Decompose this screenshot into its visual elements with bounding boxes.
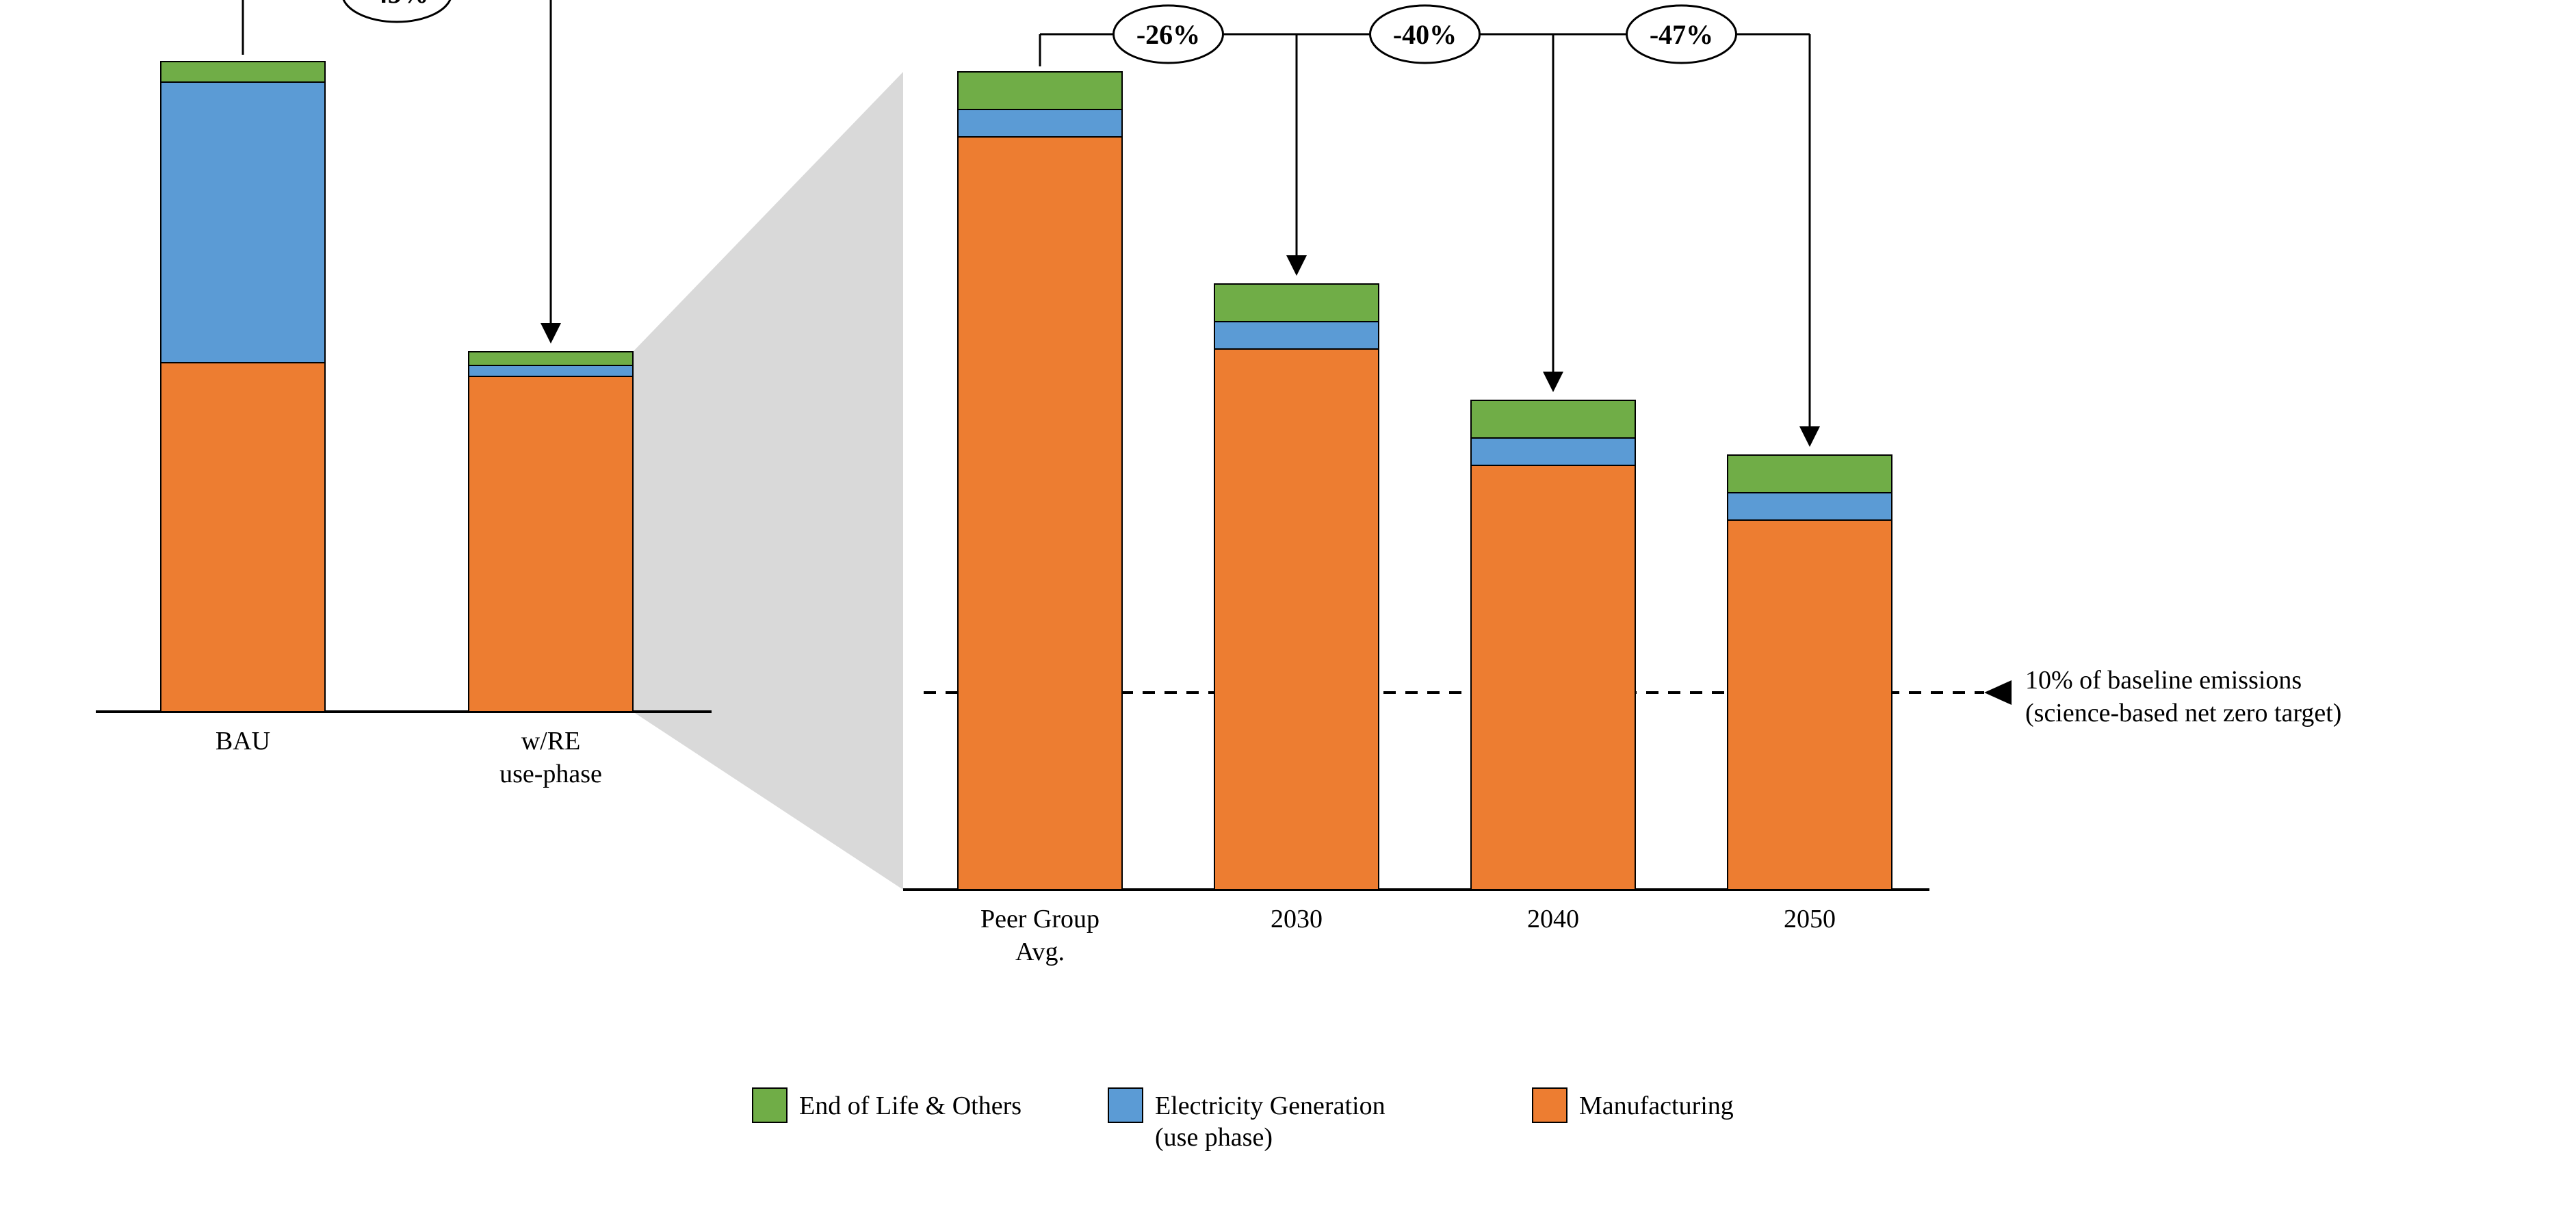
bar-segment-eol <box>958 72 1122 109</box>
legend-swatch-1 <box>1108 1088 1143 1122</box>
bar-segment-eol <box>469 352 633 365</box>
right-bar-label-1: 2030 <box>1271 905 1323 933</box>
legend-label-1-1: (use phase) <box>1155 1123 1273 1152</box>
legend-label-1-0: Electricity Generation <box>1155 1092 1385 1120</box>
bar-segment-manufacturing <box>469 376 633 712</box>
legend: End of Life & Others Electricity Generati… <box>753 1088 1734 1152</box>
threshold-label-0: 10% of baseline emissions <box>2025 666 2302 695</box>
bar-segment-manufacturing <box>1728 520 1892 890</box>
threshold-label-1: (science-based net zero target) <box>2025 699 2341 727</box>
legend-swatch-0 <box>753 1088 787 1122</box>
legend-label-2-0: Manufacturing <box>1579 1092 1734 1120</box>
right-chart: 10% of baseline emissions (science-based … <box>903 5 2341 966</box>
legend-swatch-2 <box>1533 1088 1567 1122</box>
bar-segment-manufacturing <box>1214 349 1379 890</box>
chart-stage: BAUw/REuse-phase-45%renewablecharging10%… <box>0 0 2576 1225</box>
bar-segment-eol <box>1471 400 1635 438</box>
left-bar-label-1-1: use-phase <box>499 760 602 788</box>
left-bar-label-1-0: w/RE <box>521 727 581 756</box>
bar-segment-manufacturing <box>161 363 325 712</box>
right-bubble-text-3: -47% <box>1650 19 1713 50</box>
left-bar-label-0: BAU <box>216 727 270 756</box>
bar-segment-electricity <box>958 109 1122 137</box>
bar-segment-eol <box>1214 284 1379 322</box>
bar-segment-electricity <box>469 365 633 376</box>
right-bar-label-3: 2050 <box>1784 905 1836 933</box>
bar-segment-manufacturing <box>958 137 1122 890</box>
bar-segment-electricity <box>1214 322 1379 349</box>
right-bubble-text-1: -26% <box>1136 19 1200 50</box>
threshold-pointer <box>1984 680 2012 705</box>
right-bubble-text-2: -40% <box>1393 19 1457 50</box>
right-bar-label-0-1: Avg. <box>1015 938 1065 966</box>
bar-segment-electricity <box>161 82 325 363</box>
bar-segment-manufacturing <box>1471 465 1635 890</box>
left-chart: BAUw/REuse-phase-45%renewablecharging <box>96 0 712 788</box>
bar-segment-eol <box>161 62 325 82</box>
right-bar-label-2: 2040 <box>1527 905 1579 933</box>
bar-segment-electricity <box>1471 438 1635 465</box>
bar-segment-electricity <box>1728 493 1892 520</box>
zoom-triangle <box>633 72 903 890</box>
bar-segment-eol <box>1728 455 1892 493</box>
legend-label-0-0: End of Life & Others <box>799 1092 1022 1120</box>
left-bubble-text: -45% <box>365 0 428 9</box>
right-bar-label-0-0: Peer Group <box>980 905 1100 933</box>
